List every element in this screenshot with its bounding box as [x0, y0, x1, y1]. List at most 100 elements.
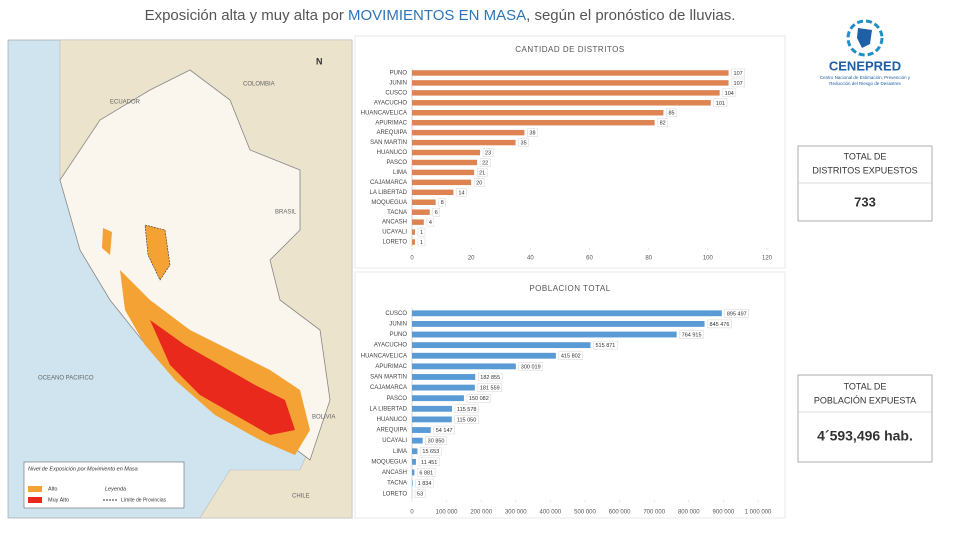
value-label-box: [666, 108, 677, 117]
value-label: 14: [458, 190, 464, 196]
bar: [412, 239, 415, 245]
legend-label: Límite de Provincias: [121, 497, 167, 503]
value-label-box: [657, 118, 668, 127]
value-label-box: [418, 457, 440, 467]
value-label: 415 802: [561, 354, 581, 360]
bar: [412, 342, 591, 349]
total-label: POBLACIÓN EXPUESTA: [814, 395, 916, 405]
logo-map: [857, 28, 872, 48]
total-label: DISTRITOS EXPUESTOS: [812, 165, 917, 175]
bar: [412, 331, 677, 338]
x-tick-label: 900 000: [713, 510, 735, 516]
value-label: 895 497: [727, 311, 747, 317]
value-label: 115 578: [457, 407, 476, 413]
value-label: 22: [482, 160, 488, 166]
x-tick-label: 800 000: [678, 510, 700, 516]
value-label-box: [417, 237, 426, 247]
x-tick-label: 100 000: [436, 510, 458, 516]
bar: [412, 437, 423, 444]
map-label: BRASIL: [275, 210, 297, 216]
value-label-box: [482, 148, 494, 157]
category-label: MOQUEGUA: [371, 459, 407, 465]
category-label: CUSCO: [385, 90, 407, 96]
value-label-box: [426, 217, 435, 227]
category-label: APURIMAC: [375, 120, 407, 126]
total-label: TOTAL DE: [844, 381, 887, 391]
value-label: 30 850: [428, 439, 445, 445]
category-label: JUNIN: [389, 321, 407, 327]
value-label-box: [679, 330, 704, 339]
x-tick-label: 700 000: [643, 510, 665, 516]
legend-swatch: [28, 486, 42, 492]
category-label: PUNO: [390, 71, 408, 77]
bar: [412, 229, 415, 235]
bar: [412, 395, 464, 402]
value-label: 85: [668, 111, 674, 117]
value-label-box: [722, 88, 737, 98]
value-label-box: [473, 178, 485, 187]
value-label-box: [731, 68, 745, 78]
bar: [412, 90, 720, 96]
value-label: 23: [485, 150, 491, 156]
x-tick-label: 0: [410, 256, 414, 262]
value-label: 35: [521, 141, 527, 147]
value-label-box: [518, 138, 529, 147]
x-tick-label: 200 000: [470, 510, 492, 516]
category-label: LORETO: [382, 491, 407, 497]
value-label: 300 019: [521, 364, 541, 370]
value-label-box: [476, 168, 488, 177]
bar: [412, 480, 413, 487]
category-label: PASCO: [386, 160, 407, 166]
x-tick-label: 100: [703, 256, 714, 262]
value-label-box: [724, 309, 749, 318]
bar: [412, 448, 418, 455]
x-tick-label: 20: [468, 256, 475, 262]
category-label: SAN MARTIN: [370, 140, 407, 146]
bar: [412, 110, 664, 116]
logo-text: CENEPRED: [829, 58, 901, 73]
value-label-box: [438, 198, 446, 207]
value-label: 845 476: [710, 322, 730, 328]
category-label: HUANUCO: [377, 150, 408, 156]
bar: [412, 179, 472, 186]
value-label-box: [558, 351, 583, 360]
value-label-box: [432, 207, 441, 217]
value-label-box: [417, 468, 436, 477]
category-label: LA LIBERTAD: [370, 406, 408, 412]
category-label: LIMA: [393, 449, 407, 455]
bar: [412, 363, 516, 370]
category-label: AYACUCHO: [374, 343, 407, 349]
bar: [412, 469, 415, 476]
x-tick-label: 300 000: [505, 510, 527, 516]
value-label: 11 451: [421, 460, 437, 466]
value-label-box: [713, 98, 728, 108]
title-highlight: MOVIMIENTOS EN MASA: [348, 7, 526, 24]
x-tick-label: 80: [645, 256, 652, 262]
value-label-box: [593, 340, 618, 350]
logo-subtitle: Centro Nacional de Estimación, Prevenció…: [820, 75, 911, 80]
bar: [412, 320, 705, 327]
bar: [412, 129, 525, 136]
category-label: CUSCO: [385, 311, 407, 317]
x-tick-label: 40: [527, 256, 534, 262]
value-label: 1: [420, 230, 423, 236]
value-label: 107: [734, 81, 743, 87]
title-part: Exposición alta y muy alta por: [145, 7, 348, 24]
category-label: PUNO: [390, 332, 408, 338]
bar: [412, 159, 478, 166]
value-label: 21: [479, 170, 485, 176]
value-label-box: [433, 425, 455, 435]
value-label-box: [518, 362, 543, 371]
value-label: 8: [441, 200, 444, 206]
high-exposure-area: [144, 224, 171, 281]
total-box: [797, 374, 933, 463]
bar: [412, 374, 476, 380]
category-label: UCAYALI: [382, 230, 407, 236]
value-label-box: [707, 319, 732, 329]
bar: [412, 80, 729, 86]
value-label: 182 855: [480, 375, 500, 381]
total-value: 733: [854, 194, 876, 209]
bar: [412, 139, 516, 146]
bar: [412, 352, 556, 359]
